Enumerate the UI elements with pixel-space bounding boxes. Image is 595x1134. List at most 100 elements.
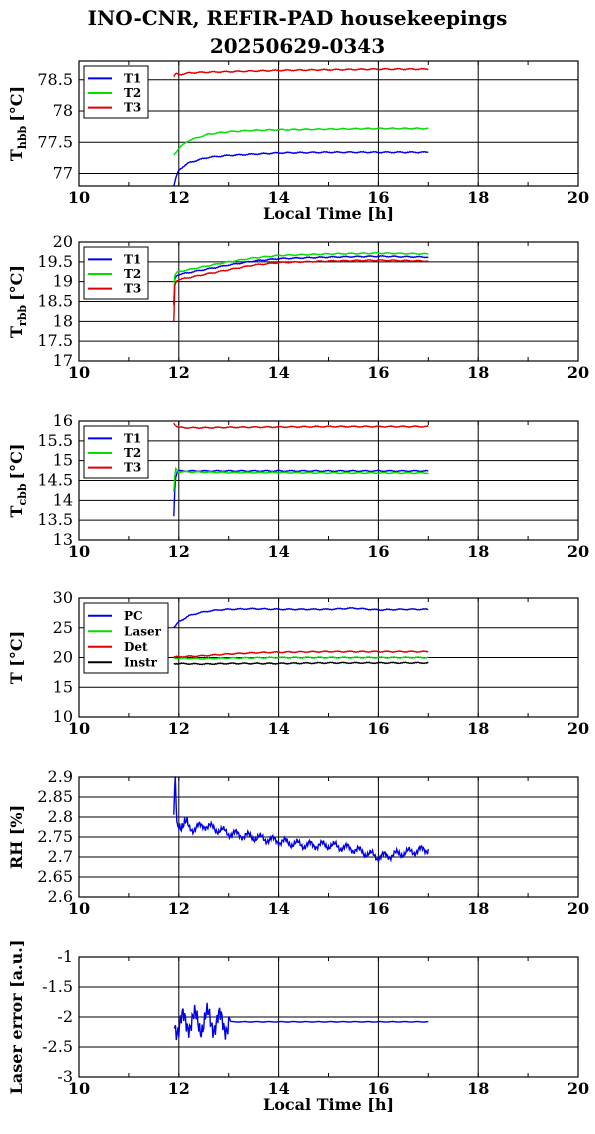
- x-tick-label: 18: [467, 188, 489, 207]
- y-tick-label: 2.6: [48, 887, 73, 906]
- y-axis-label: RH [%]: [7, 805, 26, 869]
- y-tick-label: 14.5: [37, 471, 73, 490]
- plot-area: [79, 61, 578, 186]
- x-tick-label: 16: [367, 188, 389, 207]
- x-tick-label: 14: [267, 188, 289, 207]
- x-tick-label: 10: [68, 363, 90, 382]
- series-line: [173, 649, 429, 658]
- y-tick-label: 78: [53, 101, 73, 120]
- plot-frame: [78, 597, 579, 718]
- x-tick-label: 16: [367, 719, 389, 738]
- x-tick-label: 20: [567, 899, 589, 918]
- y-tick-label: 13.5: [37, 510, 73, 529]
- y-tick-label: 14: [53, 490, 73, 509]
- series-t3: [173, 422, 429, 430]
- x-tick-label: 16: [367, 542, 389, 561]
- x-tick-label: 18: [467, 542, 489, 561]
- x-tick-label: 10: [68, 188, 90, 207]
- series-line: [173, 661, 429, 666]
- y-tick-label: 2.7: [48, 847, 73, 866]
- series-t2: [173, 127, 429, 156]
- series-line: [173, 776, 429, 863]
- x-tick-label: 18: [467, 899, 489, 918]
- x-tick-label: 20: [567, 363, 589, 382]
- y-tick-label: 18.5: [37, 292, 73, 311]
- x-tick-label: 12: [168, 542, 190, 561]
- plot-frame: [78, 60, 579, 187]
- series-line: [173, 254, 429, 305]
- y-tick-label: 77: [53, 164, 73, 183]
- x-tick-label: 18: [467, 1079, 489, 1098]
- legend-label: Det: [124, 640, 148, 654]
- series-laser: [173, 655, 429, 661]
- y-axis-label: Tcbb[°C]: [7, 444, 29, 518]
- x-tick-label: 12: [168, 1079, 190, 1098]
- series-t2: [173, 251, 429, 298]
- series-pc: [173, 606, 429, 629]
- y-tick-label: 78.5: [37, 70, 73, 89]
- plot-frame: [78, 241, 579, 362]
- x-tick-label: 18: [467, 719, 489, 738]
- series-line: [173, 606, 429, 629]
- y-tick-label: 16: [53, 411, 73, 430]
- y-tick-label: 30: [53, 588, 73, 607]
- y-tick-label: 2.8: [48, 807, 73, 826]
- series-line: [173, 422, 429, 430]
- x-tick-label: 10: [68, 1079, 90, 1098]
- chart-panel-5: 2.62.652.72.752.82.852.9 10 12 14 16 18 20 RH […: [7, 767, 589, 918]
- series-line: [173, 1002, 429, 1041]
- y-tick-label: 19: [53, 272, 73, 291]
- legend-label: PC: [124, 609, 143, 623]
- legend-label: T2: [124, 446, 141, 460]
- page-title: INO-CNR, REFIR-PAD housekeepings 2025062…: [0, 4, 595, 60]
- y-axis-label: Laser error [a.u.]: [7, 940, 26, 1095]
- y-tick-label: 2.9: [48, 767, 73, 786]
- x-tick-label: 10: [68, 542, 90, 561]
- y-tick-label: 25: [53, 618, 73, 637]
- y-tick-label: 2.65: [37, 867, 73, 886]
- x-tick-label: 10: [68, 899, 90, 918]
- series-line: [173, 127, 429, 156]
- y-tick-label: -1.5: [42, 977, 73, 996]
- y-tick-label: 19.5: [37, 252, 73, 271]
- series-line: [173, 469, 429, 517]
- x-tick-label: 16: [367, 1079, 389, 1098]
- y-tick-label: 20: [53, 232, 73, 251]
- plot-frame: [78, 420, 579, 541]
- series-t1: [173, 150, 429, 187]
- series-line: [173, 466, 429, 492]
- y-tick-label: 2.75: [37, 827, 73, 846]
- x-tick-label: 16: [367, 899, 389, 918]
- x-tick-label: 20: [567, 719, 589, 738]
- legend-label: T3: [124, 101, 141, 115]
- y-tick-label: 15: [53, 677, 73, 696]
- series-line: [173, 251, 429, 298]
- series-t1: [173, 254, 429, 305]
- x-tick-label: 12: [168, 719, 190, 738]
- series-instr: [173, 661, 429, 666]
- y-axis-label: Trbb[°C]: [7, 265, 29, 338]
- x-tick-label: 14: [267, 899, 289, 918]
- y-tick-label: 77.5: [37, 132, 73, 151]
- x-tick-label: 12: [168, 188, 190, 207]
- x-tick-label: 14: [267, 1079, 289, 1098]
- y-axis-label: Thbb[°C]: [7, 86, 29, 161]
- x-tick-label: 12: [168, 363, 190, 382]
- y-tick-label: 2.85: [37, 787, 73, 806]
- y-tick-label: -1: [57, 947, 73, 966]
- legend-label: T1: [124, 252, 141, 266]
- x-tick-label: 16: [367, 363, 389, 382]
- chart-panel-6: -3 -2.5 -2 -1.5 -1 10 12 14 16 18 20 Local Time [h]…: [7, 940, 589, 1114]
- y-tick-label: 13: [53, 530, 73, 549]
- series-t3: [173, 258, 429, 322]
- x-tick-label: 18: [467, 363, 489, 382]
- y-tick-label: 15.5: [37, 431, 73, 450]
- x-axis-label: Local Time [h]: [263, 204, 394, 223]
